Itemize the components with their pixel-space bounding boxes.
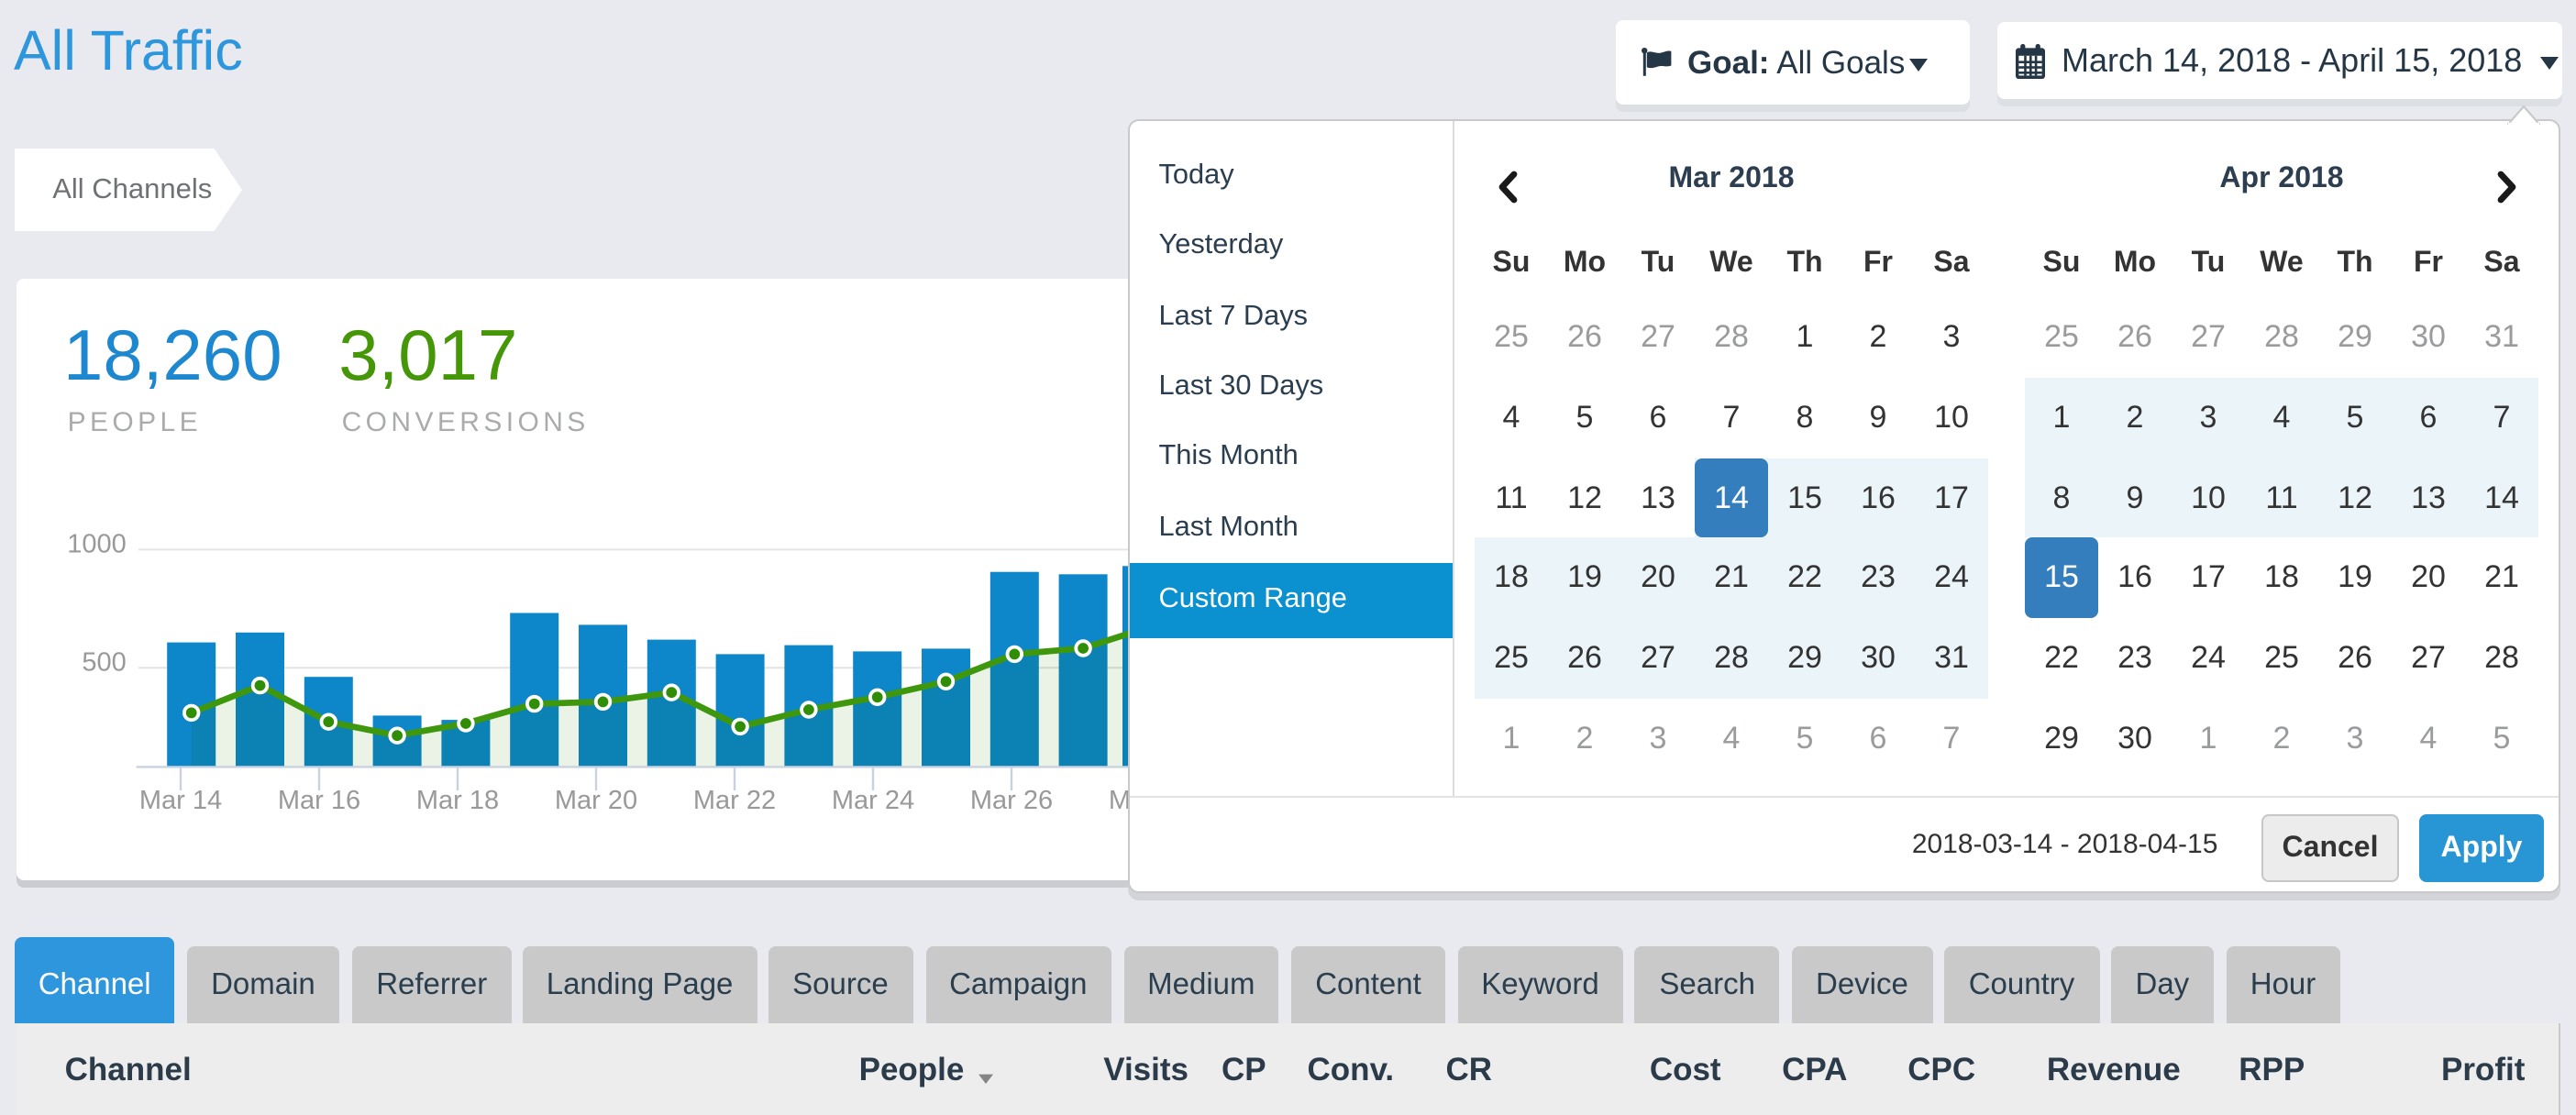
svg-text:500: 500 (81, 646, 125, 676)
svg-text:Mar 18: Mar 18 (415, 785, 498, 814)
svg-text:Mar 20: Mar 20 (554, 785, 636, 814)
svg-text:Mar 26: Mar 26 (969, 785, 1052, 814)
svg-text:Mar 16: Mar 16 (277, 785, 359, 814)
svg-text:1000: 1000 (66, 529, 126, 558)
svg-text:Mar 24: Mar 24 (831, 785, 913, 814)
svg-text:Mar 14: Mar 14 (138, 785, 221, 814)
svg-text:Mar 22: Mar 22 (692, 785, 775, 814)
